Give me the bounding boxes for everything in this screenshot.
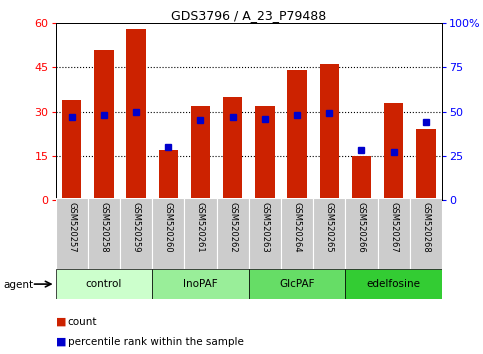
Bar	[88, 198, 120, 269]
Text: GSM520268: GSM520268	[421, 202, 430, 252]
Text: GSM520265: GSM520265	[325, 202, 334, 252]
Bar	[191, 105, 210, 200]
Bar	[255, 105, 274, 200]
Bar	[249, 269, 345, 299]
Bar	[56, 269, 152, 299]
Bar	[216, 198, 249, 269]
Bar	[120, 198, 152, 269]
Bar	[152, 269, 249, 299]
Bar	[345, 269, 442, 299]
Bar	[158, 150, 178, 200]
Text: count: count	[68, 317, 97, 327]
Bar	[352, 156, 371, 200]
Bar	[384, 103, 403, 200]
Text: GSM520260: GSM520260	[164, 202, 173, 252]
Text: ■: ■	[56, 317, 66, 327]
Text: GSM520267: GSM520267	[389, 202, 398, 252]
Bar	[416, 129, 436, 200]
Bar	[345, 198, 378, 269]
Bar	[378, 198, 410, 269]
Bar	[94, 50, 114, 200]
Text: InoPAF: InoPAF	[183, 279, 218, 289]
Bar	[410, 198, 442, 269]
Text: GSM520264: GSM520264	[293, 202, 301, 252]
Text: ■: ■	[56, 337, 66, 347]
Bar	[152, 198, 185, 269]
Bar	[281, 198, 313, 269]
Text: control: control	[85, 279, 122, 289]
Bar	[127, 29, 146, 200]
Text: agent: agent	[4, 280, 34, 290]
Bar	[287, 70, 307, 200]
Text: percentile rank within the sample: percentile rank within the sample	[68, 337, 243, 347]
Text: GSM520259: GSM520259	[131, 202, 141, 252]
Bar	[56, 198, 88, 269]
Text: GSM520257: GSM520257	[67, 202, 76, 252]
Title: GDS3796 / A_23_P79488: GDS3796 / A_23_P79488	[171, 9, 327, 22]
Bar	[185, 198, 216, 269]
Text: GlcPAF: GlcPAF	[279, 279, 315, 289]
Bar	[313, 198, 345, 269]
Text: GSM520261: GSM520261	[196, 202, 205, 252]
Bar	[320, 64, 339, 200]
Text: GSM520266: GSM520266	[357, 202, 366, 252]
Bar	[223, 97, 242, 200]
Text: GSM520258: GSM520258	[99, 202, 108, 252]
Text: edelfosine: edelfosine	[367, 279, 421, 289]
Text: GSM520263: GSM520263	[260, 202, 270, 252]
Bar	[249, 198, 281, 269]
Text: GSM520262: GSM520262	[228, 202, 237, 252]
Bar	[62, 100, 81, 200]
